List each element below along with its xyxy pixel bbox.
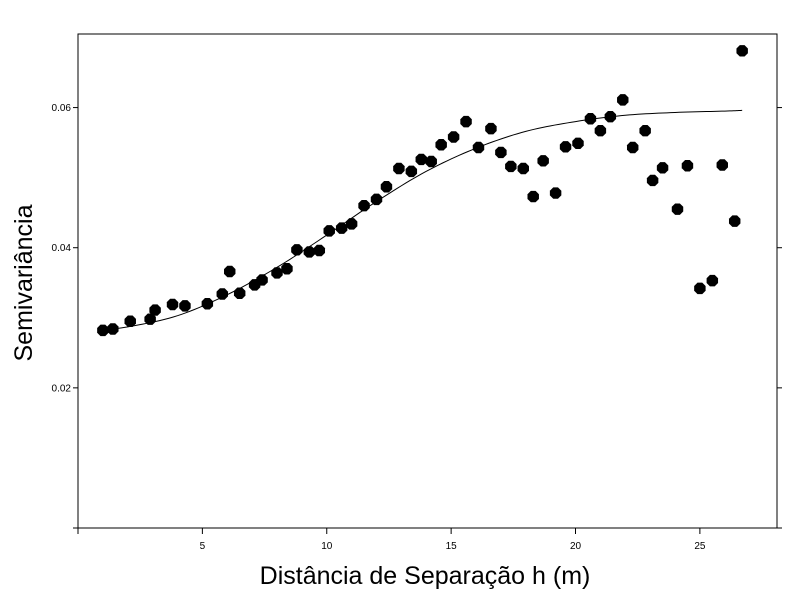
y-axis-title: Semivariância: [10, 204, 38, 361]
data-point: [537, 155, 549, 167]
data-point: [271, 267, 283, 279]
data-point: [256, 274, 268, 286]
data-point: [572, 137, 584, 150]
data-point: [425, 155, 437, 168]
data-point: [345, 218, 358, 230]
data-point: [201, 298, 214, 310]
data-point: [224, 265, 236, 278]
data-point: [313, 244, 326, 257]
model-curve: [100, 109, 743, 331]
data-point: [527, 190, 539, 203]
data-point: [736, 45, 748, 57]
data-point: [559, 141, 572, 153]
data-point: [584, 113, 597, 125]
data-point: [405, 165, 418, 178]
data-point: [393, 162, 405, 175]
data-point: [281, 263, 293, 275]
data-point: [505, 160, 517, 173]
data-point: [694, 282, 706, 295]
data-point: [646, 174, 659, 187]
x-tick-label: 5: [200, 541, 206, 552]
data-point: [144, 313, 156, 325]
y-axis-ticks: 0.02 0.04 0.06: [52, 103, 782, 529]
data-point: [335, 222, 348, 234]
data-point: [706, 274, 719, 287]
data-point: [323, 225, 335, 237]
data-point: [380, 181, 393, 193]
data-point: [594, 124, 607, 137]
data-point: [460, 115, 472, 128]
x-tick-label: 10: [321, 541, 333, 552]
plot-frame: [77, 33, 778, 529]
y-tick-label: 0.06: [52, 103, 72, 114]
data-point: [97, 324, 109, 337]
data-point: [472, 141, 485, 154]
data-point: [549, 187, 562, 199]
data-point: [728, 215, 741, 227]
data-point: [495, 146, 507, 159]
data-point: [485, 122, 497, 135]
data-point: [233, 287, 246, 299]
data-point: [716, 159, 728, 171]
x-axis-ticks: 5 10 15 20 25: [77, 528, 706, 552]
data-point: [626, 141, 639, 154]
data-point: [358, 199, 370, 212]
data-point: [656, 162, 669, 174]
data-point: [447, 131, 460, 143]
data-point: [639, 124, 651, 137]
data-point: [149, 304, 161, 316]
data-point: [435, 138, 447, 151]
data-point: [291, 244, 303, 256]
data-point: [107, 323, 119, 335]
x-tick-label: 20: [570, 541, 582, 552]
data-points: [97, 45, 748, 337]
x-tick-label: 15: [446, 541, 458, 552]
y-tick-label: 0.02: [52, 383, 72, 394]
data-point: [415, 153, 428, 166]
x-axis-title: Distância de Separação h (m): [260, 562, 591, 590]
x-tick-label: 25: [694, 541, 706, 552]
data-point: [681, 160, 694, 172]
y-tick-label: 0.04: [52, 243, 72, 254]
data-point: [303, 246, 316, 258]
data-point: [370, 193, 383, 206]
data-point: [179, 300, 191, 312]
data-point: [216, 288, 229, 300]
data-point: [124, 315, 136, 328]
data-point: [517, 162, 529, 175]
data-point: [671, 203, 684, 215]
data-point: [166, 298, 179, 311]
data-point: [617, 94, 629, 106]
data-point: [604, 110, 617, 123]
